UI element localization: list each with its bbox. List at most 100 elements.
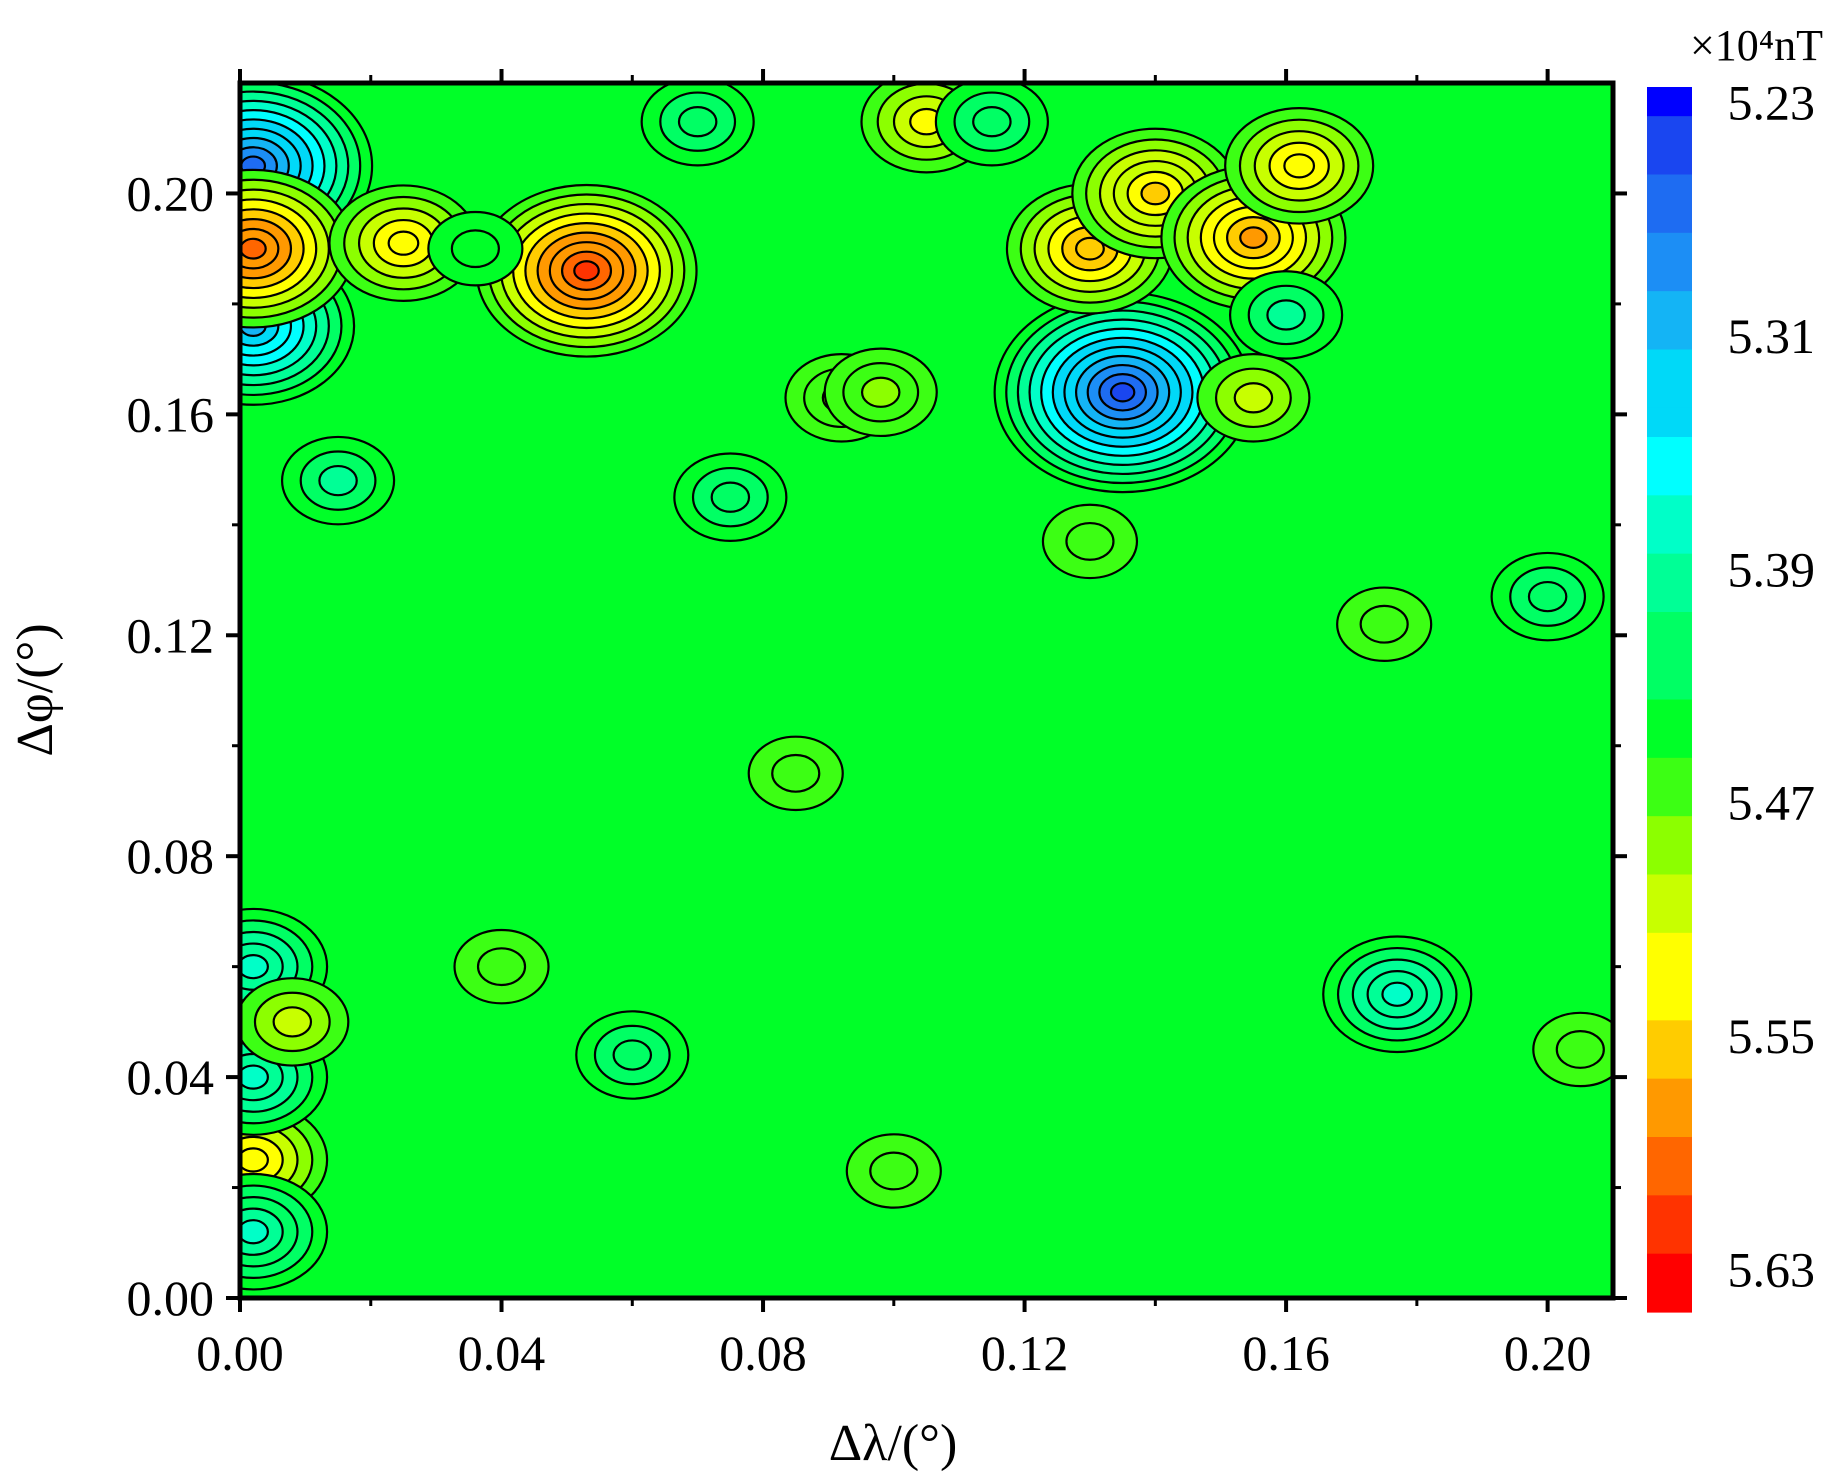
- colorbar-segment: [1647, 641, 1692, 671]
- colorbar-tick-label: 5.23: [1728, 75, 1816, 131]
- y-tick-label: 0.04: [127, 1049, 215, 1105]
- colorbar-segment: [1647, 699, 1692, 730]
- contour-level-6-5: [1140, 181, 1171, 206]
- plot-area: [240, 83, 1613, 1298]
- colorbar-tick-label: 5.47: [1728, 775, 1816, 831]
- x-axis-ticks: 0.00 0.04 0.08 0.12 0.16 0.20: [196, 69, 1591, 1381]
- colorbar-segment: [1647, 232, 1692, 263]
- contour-level-24-1: [476, 947, 527, 987]
- colorbar-segment: [1647, 1049, 1692, 1080]
- colorbar-segment: [1647, 670, 1692, 701]
- y-tick-label: 0.00: [127, 1270, 215, 1326]
- contour-level-1-10: [1109, 382, 1136, 403]
- colorbar-tick-label: 5.39: [1728, 541, 1816, 597]
- contour-level-23-2: [1527, 580, 1568, 613]
- contour-level-28-1: [1555, 1030, 1605, 1069]
- colorbar-segment: [1647, 145, 1692, 176]
- colorbar: 5.23 5.31 5.39 5.47 5.55 5.63: [1647, 75, 1815, 1313]
- y-tick-label: 0.16: [127, 386, 215, 442]
- colorbar-segment: [1647, 932, 1692, 963]
- y-tick-label: 0.08: [127, 828, 215, 884]
- contour-level-9-4: [387, 230, 420, 256]
- y-tick-label: 0.12: [127, 607, 215, 663]
- colorbar-segment: [1647, 320, 1692, 351]
- contour-level-0-8: [573, 260, 600, 282]
- colorbar-segment: [1647, 582, 1692, 613]
- colorbar-tick-label: 5.55: [1728, 1008, 1816, 1064]
- contour-level-5-5: [1075, 236, 1105, 261]
- colorbar-segment: [1647, 874, 1692, 905]
- contour-level-17-2: [860, 376, 901, 408]
- contour-level-30-4: [240, 1219, 269, 1245]
- colorbar-segment: [1647, 728, 1692, 759]
- colorbar-segment: [1647, 1224, 1692, 1255]
- colorbar-segment: [1647, 1078, 1692, 1109]
- contour-level-15-2: [1233, 382, 1274, 414]
- colorbar-segment: [1647, 466, 1692, 496]
- colorbar-segment: [1647, 495, 1692, 526]
- colorbar-tick-label: 5.31: [1728, 308, 1816, 364]
- contour-level-32-4: [240, 953, 269, 980]
- colorbar-segment: [1647, 816, 1692, 846]
- contour-level-19-2: [710, 481, 751, 513]
- contour-level-31-4: [240, 1064, 269, 1090]
- colorbar-segment: [1647, 407, 1692, 438]
- colorbar-segment: [1647, 991, 1692, 1021]
- plot-frame: [237, 80, 1616, 1301]
- colorbar-segment: [1647, 962, 1692, 992]
- contour-anomalies: [240, 83, 1613, 1291]
- contour-level-29-4: [240, 1147, 269, 1173]
- contour-level-10-1: [450, 229, 500, 269]
- y-axis-ticks: 0.00 0.04 0.08 0.12 0.16 0.20: [127, 165, 1627, 1326]
- contour-level-20-1: [771, 753, 821, 793]
- colorbar-segment: [1647, 1137, 1692, 1167]
- colorbar-segment: [1647, 1166, 1692, 1196]
- colorbar-segment: [1647, 437, 1692, 467]
- colorbar-segment: [1647, 1282, 1692, 1313]
- colorbar-segment: [1647, 262, 1692, 292]
- contour-level-33-2: [272, 1006, 313, 1038]
- x-tick-label: 0.16: [1242, 1325, 1330, 1381]
- x-tick-label: 0.04: [458, 1325, 546, 1381]
- colorbar-segment: [1647, 903, 1692, 934]
- x-tick-label: 0.12: [981, 1325, 1069, 1381]
- colorbar-segment: [1647, 787, 1692, 817]
- contour-level-4-7: [240, 237, 267, 260]
- colorbar-segment: [1647, 116, 1692, 146]
- contour-level-8-4: [1283, 153, 1316, 179]
- colorbar-segment: [1647, 378, 1692, 409]
- colorbar-segment: [1647, 1195, 1692, 1226]
- colorbar-segment: [1647, 87, 1692, 117]
- x-tick-label: 0.00: [196, 1325, 284, 1381]
- colorbar-segment: [1647, 203, 1692, 234]
- contour-level-26-1: [869, 1151, 919, 1191]
- colorbar-segment: [1647, 1107, 1692, 1138]
- colorbar-segment: [1647, 291, 1692, 321]
- contour-level-12-2: [677, 105, 718, 138]
- contour-level-21-1: [1065, 521, 1115, 561]
- x-axis-title: Δλ/(°): [829, 1415, 958, 1472]
- contour-level-18-2: [318, 464, 358, 497]
- colorbar-segment: [1647, 845, 1692, 876]
- contour-level-27-4: [1381, 981, 1414, 1007]
- contour-level-14-2: [1266, 299, 1306, 331]
- colorbar-segment: [1647, 1253, 1692, 1284]
- colorbar-segment: [1647, 757, 1692, 788]
- colorbar-segment: [1647, 612, 1692, 642]
- colorbar-segment: [1647, 174, 1692, 205]
- colorbar-segment: [1647, 553, 1692, 584]
- contour-level-7-6: [1239, 226, 1268, 249]
- contour-level-22-1: [1359, 604, 1409, 644]
- x-tick-label: 0.08: [719, 1325, 807, 1381]
- y-tick-label: 0.20: [127, 165, 215, 221]
- contour-level-13-2: [972, 105, 1012, 138]
- colorbar-segment: [1647, 524, 1692, 555]
- colorbar-tick-label: 5.63: [1728, 1241, 1816, 1297]
- y-axis-title: Δφ/(°): [7, 623, 64, 756]
- colorbar-unit-label: ×10⁴nT: [1690, 21, 1823, 70]
- contour-level-25-2: [612, 1039, 653, 1071]
- x-tick-label: 0.20: [1504, 1325, 1592, 1381]
- colorbar-segment: [1647, 349, 1692, 380]
- colorbar-segment: [1647, 1020, 1692, 1051]
